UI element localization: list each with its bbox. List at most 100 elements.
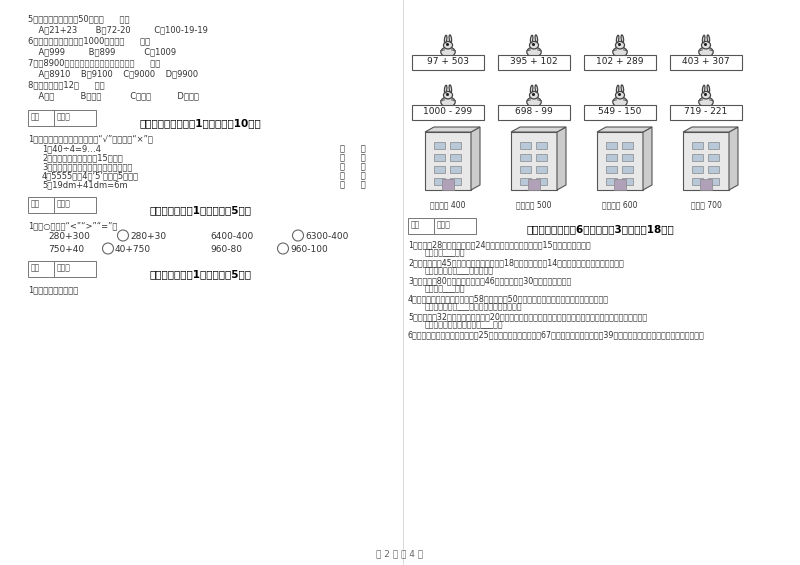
Text: 得分: 得分 bbox=[31, 263, 40, 272]
Bar bbox=[606, 142, 617, 149]
Text: 102 + 289: 102 + 289 bbox=[596, 58, 644, 67]
Bar bbox=[520, 178, 531, 185]
Text: 960-80: 960-80 bbox=[210, 245, 242, 254]
Text: 五、判断对与错（共1大题，共计10分）: 五、判断对与错（共1大题，共计10分） bbox=[139, 118, 261, 128]
Ellipse shape bbox=[441, 97, 455, 107]
Text: 6400-400: 6400-400 bbox=[210, 232, 254, 241]
FancyBboxPatch shape bbox=[670, 105, 742, 120]
Ellipse shape bbox=[699, 47, 714, 57]
Polygon shape bbox=[557, 127, 566, 190]
Text: 4．5555中的4个‘5’都表示5个一。: 4．5555中的4个‘5’都表示5个一。 bbox=[42, 171, 139, 180]
Bar bbox=[708, 142, 719, 149]
Text: 得数大约 500: 得数大约 500 bbox=[516, 200, 552, 209]
Polygon shape bbox=[597, 127, 652, 132]
FancyBboxPatch shape bbox=[434, 218, 476, 234]
Ellipse shape bbox=[616, 35, 619, 43]
Text: 评卷人: 评卷人 bbox=[437, 220, 451, 229]
Ellipse shape bbox=[526, 97, 542, 107]
Text: （      ）: （ ） bbox=[340, 162, 366, 171]
Ellipse shape bbox=[702, 92, 710, 99]
Text: 698 - 99: 698 - 99 bbox=[515, 107, 553, 116]
Ellipse shape bbox=[702, 41, 710, 49]
Bar bbox=[606, 154, 617, 161]
Ellipse shape bbox=[535, 85, 538, 93]
Bar bbox=[622, 142, 633, 149]
Bar bbox=[450, 178, 461, 185]
Ellipse shape bbox=[702, 35, 705, 43]
Polygon shape bbox=[729, 127, 738, 190]
Bar bbox=[536, 166, 547, 173]
Text: 5．19dm+41dm=6m: 5．19dm+41dm=6m bbox=[42, 180, 128, 189]
Bar bbox=[606, 178, 617, 185]
Bar bbox=[622, 166, 633, 173]
Text: 750+40: 750+40 bbox=[48, 245, 84, 254]
Text: 答：还剩___听。: 答：还剩___听。 bbox=[425, 284, 466, 293]
FancyBboxPatch shape bbox=[54, 110, 96, 126]
Ellipse shape bbox=[707, 85, 710, 93]
Text: 8．一块橡皮厕12（      ）。: 8．一块橡皮厕12（ ）。 bbox=[28, 80, 105, 89]
Bar bbox=[450, 154, 461, 161]
Text: 960-100: 960-100 bbox=[290, 245, 328, 254]
FancyBboxPatch shape bbox=[54, 197, 96, 213]
Ellipse shape bbox=[441, 47, 455, 57]
Ellipse shape bbox=[449, 35, 452, 42]
Bar bbox=[425, 132, 471, 190]
FancyBboxPatch shape bbox=[584, 105, 656, 120]
Bar bbox=[450, 142, 461, 149]
Text: A．米          B．分米           C．厘米          D．毫米: A．米 B．分米 C．厘米 D．毫米 bbox=[28, 91, 199, 100]
Bar bbox=[683, 132, 729, 190]
Text: 得数接近 600: 得数接近 600 bbox=[602, 200, 638, 209]
Text: 1．40÷4=9…4: 1．40÷4=9…4 bbox=[42, 144, 101, 153]
Text: 5．估一估，得数大于50的是（      ）。: 5．估一估，得数大于50的是（ ）。 bbox=[28, 14, 130, 23]
Text: A．21+23       B．72-20         C．100-19-19: A．21+23 B．72-20 C．100-19-19 bbox=[28, 25, 208, 34]
Ellipse shape bbox=[444, 35, 447, 43]
Text: 6．下面几个数中最接近1000的数是（      ）。: 6．下面几个数中最接近1000的数是（ ）。 bbox=[28, 36, 150, 45]
Bar bbox=[606, 166, 617, 173]
FancyBboxPatch shape bbox=[28, 197, 54, 213]
Bar bbox=[622, 154, 633, 161]
Text: 七、连一连（共1大题，共计5分）: 七、连一连（共1大题，共计5分） bbox=[149, 269, 251, 279]
Text: 6300-400: 6300-400 bbox=[305, 232, 348, 241]
Bar bbox=[450, 166, 461, 173]
FancyBboxPatch shape bbox=[412, 54, 484, 69]
Text: 7．从8900起一百一百地数，下一个数是（      ）。: 7．从8900起一百一百地数，下一个数是（ ）。 bbox=[28, 58, 160, 67]
Text: 280+30: 280+30 bbox=[130, 232, 166, 241]
Bar bbox=[520, 142, 531, 149]
Polygon shape bbox=[643, 127, 652, 190]
Ellipse shape bbox=[699, 97, 714, 107]
Polygon shape bbox=[511, 127, 566, 132]
Text: 得分: 得分 bbox=[31, 199, 40, 208]
FancyBboxPatch shape bbox=[412, 105, 484, 120]
Text: 1．小红有28个气球，小芳有24个气球，送给幼儿园小朋友15个，还剩多少个？: 1．小红有28个气球，小芳有24个气球，送给幼儿园小朋友15个，还剩多少个？ bbox=[408, 240, 590, 249]
Text: 549 - 150: 549 - 150 bbox=[598, 107, 642, 116]
Text: （      ）: （ ） bbox=[340, 180, 366, 189]
Bar bbox=[520, 166, 531, 173]
Ellipse shape bbox=[535, 35, 538, 42]
Ellipse shape bbox=[444, 85, 447, 93]
Text: （      ）: （ ） bbox=[340, 171, 366, 180]
Ellipse shape bbox=[443, 92, 453, 99]
Bar bbox=[708, 178, 719, 185]
Text: A．999         B．899           C．1009: A．999 B．899 C．1009 bbox=[28, 47, 176, 56]
Bar bbox=[434, 166, 445, 173]
Text: 1000 - 299: 1000 - 299 bbox=[423, 107, 473, 116]
Text: 4．妈妈和女儿摘红花，妈妈摁58朵，女儿摁50朵，妈妈给女儿几朵，两人的花就一样多？: 4．妈妈和女儿摘红花，妈妈摁58朵，女儿摁50朵，妈妈给女儿几朵，两人的花就一样… bbox=[408, 294, 609, 303]
Bar bbox=[692, 142, 703, 149]
Text: 得分: 得分 bbox=[411, 220, 420, 229]
Bar bbox=[536, 178, 547, 185]
Bar bbox=[708, 154, 719, 161]
Text: 评卷人: 评卷人 bbox=[57, 112, 71, 121]
Ellipse shape bbox=[530, 85, 533, 93]
Ellipse shape bbox=[621, 35, 624, 42]
Bar bbox=[614, 179, 626, 190]
Ellipse shape bbox=[707, 35, 710, 42]
Ellipse shape bbox=[615, 92, 625, 99]
Text: 答：二年级和一年级各分到___把。: 答：二年级和一年级各分到___把。 bbox=[425, 320, 503, 329]
Text: 3．长方形和正方形的四个角都是直角。: 3．长方形和正方形的四个角都是直角。 bbox=[42, 162, 132, 171]
FancyBboxPatch shape bbox=[498, 54, 570, 69]
Text: 97 + 503: 97 + 503 bbox=[427, 58, 469, 67]
Text: 403 + 307: 403 + 307 bbox=[682, 58, 730, 67]
Bar bbox=[692, 166, 703, 173]
Text: 2．商店原来有45顶游泳帽，一天上午卖出18顶，中午又购进14顶，现在商店有多少顶游泳帽？: 2．商店原来有45顶游泳帽，一天上午卖出18顶，中午又购进14顶，现在商店有多少… bbox=[408, 258, 624, 267]
Bar bbox=[434, 178, 445, 185]
